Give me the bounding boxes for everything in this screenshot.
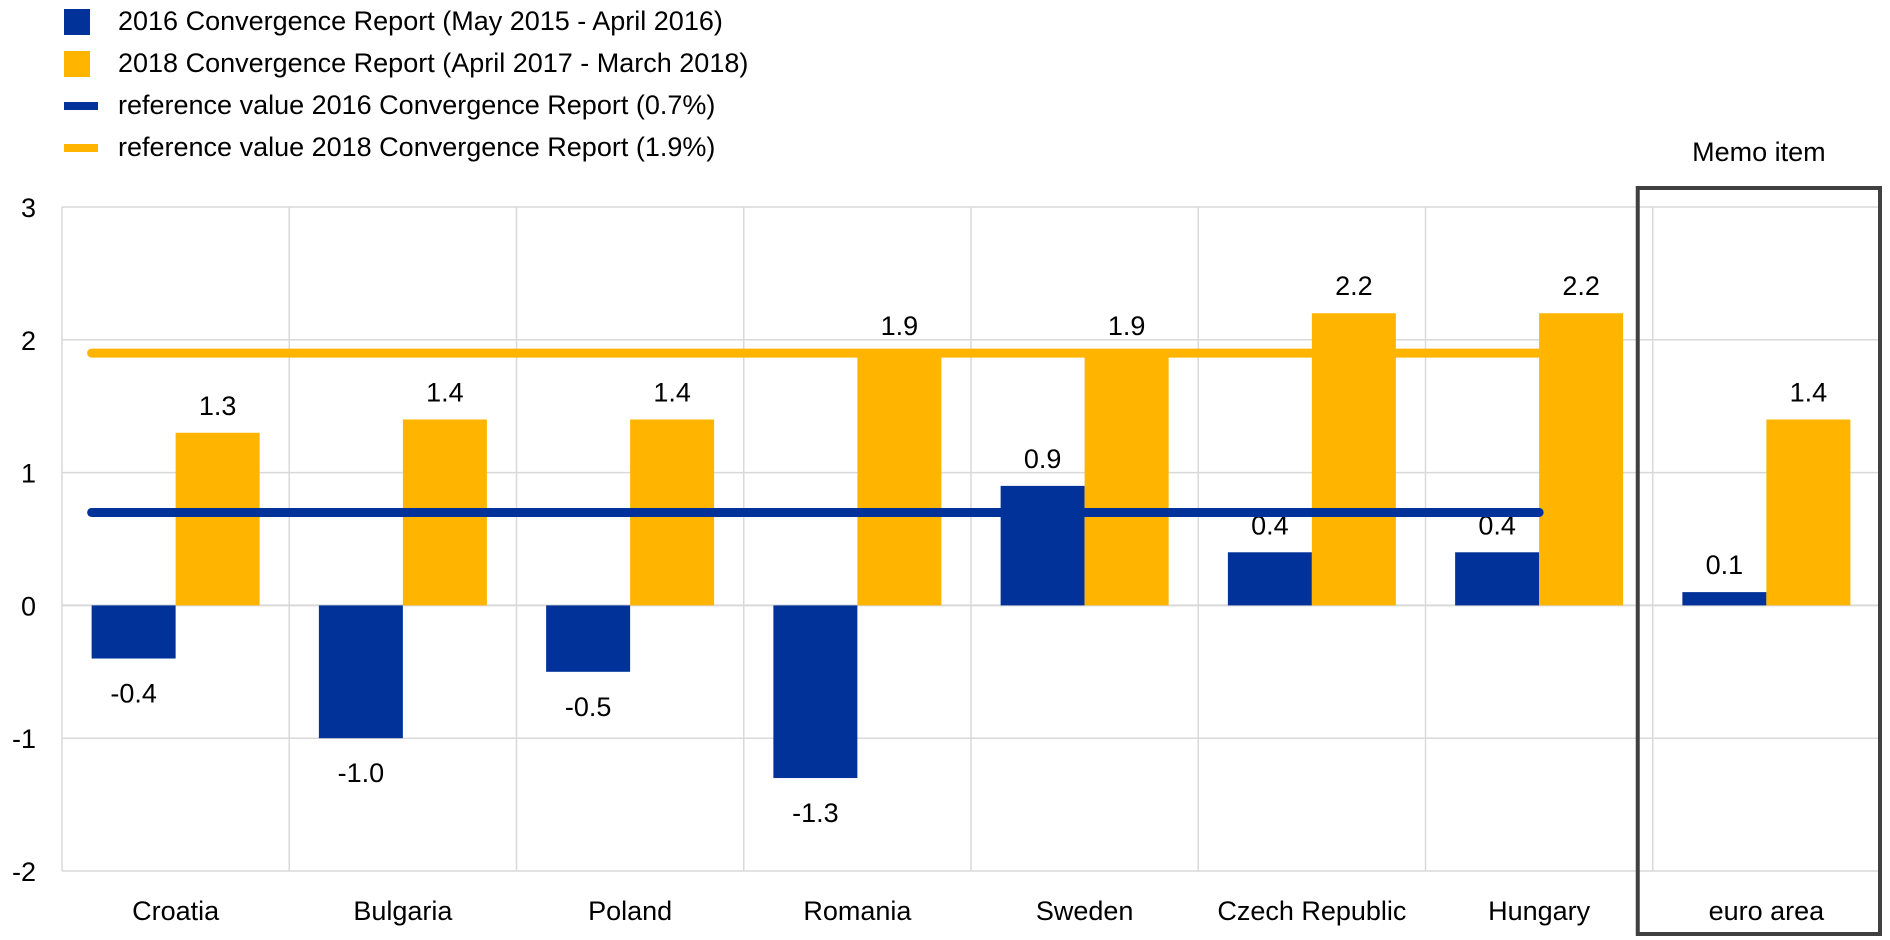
data-label: 1.4 xyxy=(426,377,464,407)
legend-label-ref-2018: reference value 2018 Convergence Report … xyxy=(118,132,716,162)
data-label: -0.5 xyxy=(565,692,612,722)
memo-item-label: Memo item xyxy=(1692,137,1826,167)
bar-2018 xyxy=(175,432,260,606)
x-tick-label: Poland xyxy=(588,896,672,926)
bar-2016 xyxy=(773,605,858,779)
y-tick-label: 3 xyxy=(21,193,36,223)
memo-item-box xyxy=(1635,186,1882,936)
legend-line-ref-2016 xyxy=(64,102,98,110)
bar-2016 xyxy=(546,605,631,672)
legend-line-ref-2018 xyxy=(64,144,98,152)
bar-2016 xyxy=(1227,552,1312,606)
data-label: 1.3 xyxy=(199,391,237,421)
data-label: 2.2 xyxy=(1335,271,1373,301)
bar-2016 xyxy=(318,605,403,739)
bar-2018 xyxy=(1539,313,1624,606)
data-label: 1.4 xyxy=(653,377,691,407)
y-tick-label: 0 xyxy=(21,591,36,621)
x-tick-label: Czech Republic xyxy=(1217,896,1406,926)
y-tick-label: 1 xyxy=(21,459,36,489)
data-label: 1.9 xyxy=(881,311,919,341)
bar-2018 xyxy=(1084,353,1169,606)
data-label: 0.9 xyxy=(1024,444,1062,474)
legend-item-ref-2018: reference value 2018 Convergence Report … xyxy=(60,126,748,168)
y-tick-label: -1 xyxy=(12,724,36,754)
data-label: -1.0 xyxy=(338,758,385,788)
x-tick-label: Sweden xyxy=(1036,896,1134,926)
x-tick-label: Romania xyxy=(803,896,912,926)
legend-swatch-2016 xyxy=(64,9,90,35)
data-label: -1.3 xyxy=(792,798,839,828)
data-label: 1.4 xyxy=(1790,377,1828,407)
x-tick-label: Hungary xyxy=(1488,896,1591,926)
x-tick-label: Bulgaria xyxy=(353,896,453,926)
legend-label-2016: 2016 Convergence Report (May 2015 - Apri… xyxy=(118,6,723,36)
data-label: 2.2 xyxy=(1562,271,1600,301)
legend-label-ref-2016: reference value 2016 Convergence Report … xyxy=(118,90,716,120)
legend-swatch-2018 xyxy=(64,51,90,77)
data-label: 1.9 xyxy=(1108,311,1146,341)
legend-item-2018-report: 2018 Convergence Report (April 2017 - Ma… xyxy=(60,42,748,84)
legend: 2016 Convergence Report (May 2015 - Apri… xyxy=(60,0,748,168)
bar-2018 xyxy=(857,353,942,606)
legend-item-2016-report: 2016 Convergence Report (May 2015 - Apri… xyxy=(60,0,748,42)
x-tick-label: euro area xyxy=(1709,896,1826,926)
legend-item-ref-2016: reference value 2016 Convergence Report … xyxy=(60,84,748,126)
bar-2016 xyxy=(1682,592,1767,606)
bar-2016 xyxy=(1455,552,1540,606)
legend-label-2018: 2018 Convergence Report (April 2017 - Ma… xyxy=(118,48,749,78)
y-tick-label: -2 xyxy=(12,857,36,887)
bar-2018 xyxy=(1766,419,1851,606)
x-tick-label: Croatia xyxy=(132,896,220,926)
bar-2018 xyxy=(1311,313,1396,606)
data-label: 0.1 xyxy=(1706,550,1744,580)
y-tick-label: 2 xyxy=(21,326,36,356)
bar-2016 xyxy=(1000,485,1085,606)
data-label: -0.4 xyxy=(110,679,157,709)
bar-2016 xyxy=(91,605,176,659)
